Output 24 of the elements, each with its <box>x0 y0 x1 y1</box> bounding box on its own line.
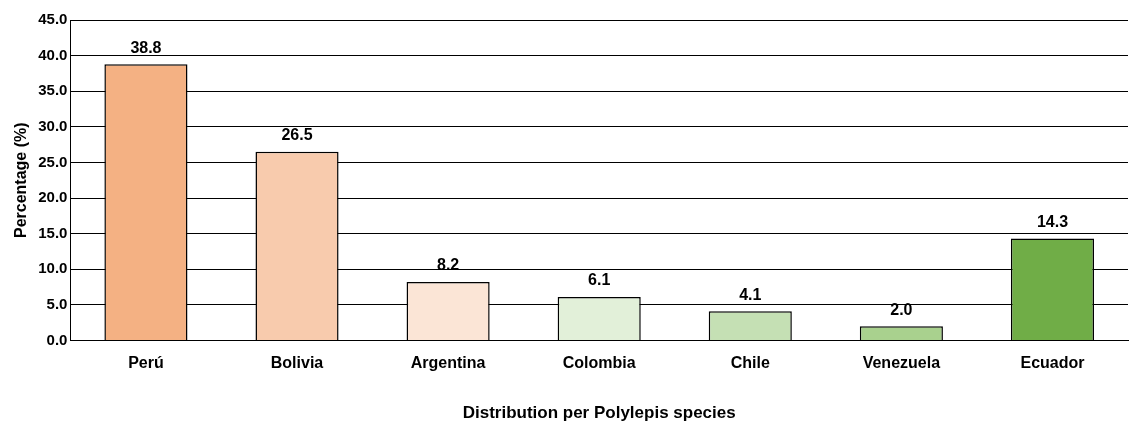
y-tick-label: 5.0 <box>46 294 68 312</box>
data-label: 4.1 <box>739 285 762 303</box>
y-tick-label: 25.0 <box>38 152 68 170</box>
y-tick-label: 40.0 <box>38 45 68 63</box>
x-tick-label: Venezuela <box>862 354 941 372</box>
x-tick-label: Ecuador <box>1020 354 1085 372</box>
y-tick-label: 10.0 <box>38 259 68 277</box>
y-tick-label: 30.0 <box>38 116 68 134</box>
x-tick-label: Argentina <box>410 354 486 372</box>
x-tick-label: Colombia <box>562 354 636 372</box>
data-label: 26.5 <box>281 126 313 144</box>
y-axis-title: Percentage (%) <box>12 122 30 238</box>
y-tick-label: 15.0 <box>38 223 68 241</box>
x-tick-label: Perú <box>128 354 164 372</box>
y-tick-label: 20.0 <box>38 188 68 206</box>
x-axis-title: Distribution per Polylepis species <box>462 403 736 423</box>
y-tick-label: 0.0 <box>46 330 68 348</box>
data-label: 6.1 <box>588 271 611 289</box>
x-tick-label: Chile <box>730 354 770 372</box>
y-tick-label: 45.0 <box>38 10 68 28</box>
y-tick-label: 35.0 <box>38 81 68 99</box>
data-label: 38.8 <box>130 38 162 56</box>
x-tick-label: Bolivia <box>270 354 324 372</box>
data-label: 14.3 <box>1036 212 1069 230</box>
